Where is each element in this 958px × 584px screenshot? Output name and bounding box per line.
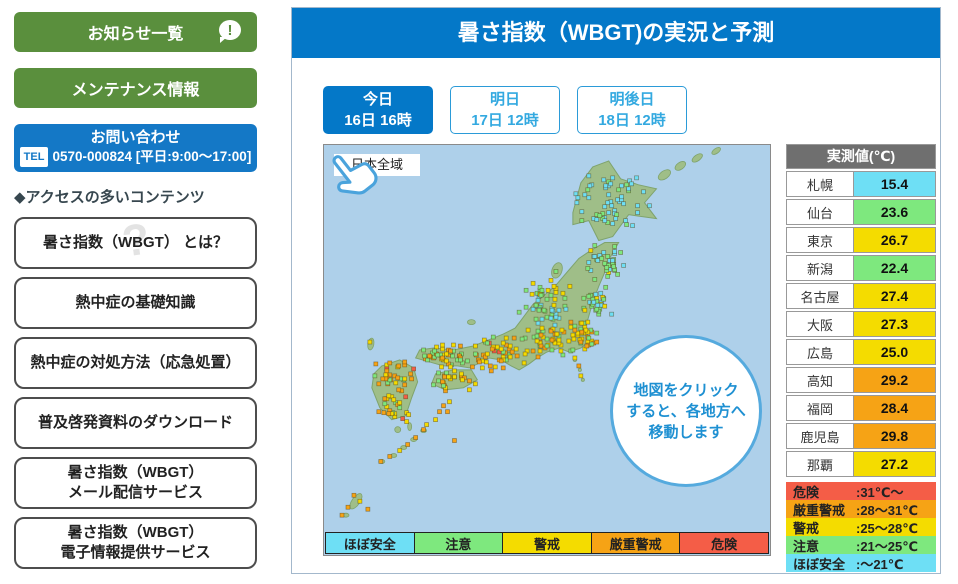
tel-badge-icon: TEL <box>19 147 49 167</box>
city-name: 大阪 <box>806 317 833 333</box>
legend-range: :31℃～ <box>856 484 904 500</box>
city-wbgt-value: 15.4 <box>853 172 935 196</box>
hand-cursor-icon <box>332 155 378 195</box>
scale-segment: 危険 <box>679 532 769 554</box>
sidebar-link-button-1[interactable]: 熱中症の基礎知識 <box>14 277 257 329</box>
contact-title: お問い合わせ <box>90 129 181 146</box>
observation-table: 札幌 15.4 仙台 23.6 東京 26.7 新潟 22.4 名古屋 27.4 大阪 27.3 広島 2… <box>786 171 936 477</box>
sidebar-link-button-3[interactable]: 普及啓発資料のダウンロード <box>14 397 257 449</box>
sidebar-link-label: 暑さ指数（WBGT） とは？ <box>43 233 228 251</box>
tab-today[interactable]: 今日 16日 16時 <box>323 86 433 134</box>
city-name: 仙台 <box>806 205 833 221</box>
alert-icon: ! <box>219 20 241 43</box>
city-name: 東京 <box>806 233 833 249</box>
japan-wbgt-map[interactable]: 日本全域 地図をクリック すると、各地方へ 移動します ほぼ安全 注意 警戒 厳重警戒… <box>323 144 771 556</box>
sidebar-link-label: 電子情報提供サービス <box>60 544 211 561</box>
table-row: 那覇 27.2 <box>786 451 936 477</box>
legend-label: 注意 <box>793 538 820 554</box>
city-wbgt-value: 27.4 <box>853 284 935 308</box>
city-wbgt-value: 29.8 <box>853 424 935 448</box>
table-row: 福岡 28.4 <box>786 395 936 421</box>
map-hint-bubble: 地図をクリック すると、各地方へ 移動します <box>610 335 762 487</box>
scale-segment: ほぼ安全 <box>325 532 415 554</box>
sidebar-link-label: 暑さ指数（WBGT） <box>67 463 204 481</box>
city-name: 那覇 <box>806 457 833 473</box>
sidebar-link-label: 普及啓発資料のダウンロード <box>37 413 233 431</box>
scale-segment: 警戒 <box>502 532 592 554</box>
scale-segment: 注意 <box>413 532 504 554</box>
contact-button[interactable]: お問い合わせ TEL 0570-000824 [平日:9:00～17:00] <box>14 124 257 172</box>
city-name: 名古屋 <box>800 289 840 305</box>
legend-label: ほぼ安全 <box>793 556 846 572</box>
legend-range: :～21℃ <box>856 556 904 572</box>
main-panel: 暑さ指数（WBGT)の実況と予測 今日 16日 16時 明日 17日 12時 明… <box>291 7 941 574</box>
sidebar-link-label: メール配信サービス <box>67 484 203 501</box>
city-wbgt-value: 26.7 <box>853 228 935 252</box>
city-wbgt-value: 22.4 <box>853 256 935 280</box>
page-title: 暑さ指数（WBGT)の実況と予測 <box>292 8 940 58</box>
table-row: 名古屋 27.4 <box>786 283 936 309</box>
sidebar-link-button-4[interactable]: 暑さ指数（WBGT） メール配信サービス <box>14 457 257 509</box>
contact-phone-line: TEL 0570-000824 [平日:9:00～17:00] <box>14 147 257 167</box>
legend-range: :25～28℃ <box>856 520 918 536</box>
forecast-tabs: 今日 16日 16時 明日 17日 12時 明後日 18日 12時 <box>323 86 687 134</box>
maintenance-info-label: メンテナンス情報 <box>71 82 200 99</box>
city-wbgt-value: 28.4 <box>853 396 935 420</box>
legend-row: 危険 :31℃～ <box>786 482 936 500</box>
sidebar-link-label: 熱中症の対処方法（応急処置） <box>30 353 241 371</box>
tab-tomorrow[interactable]: 明日 17日 12時 <box>450 86 560 134</box>
city-name: 福岡 <box>806 401 833 417</box>
city-wbgt-value: 27.3 <box>853 312 935 336</box>
notice-list-button[interactable]: お知らせ一覧 ! <box>14 12 257 52</box>
sidebar-links: ? 暑さ指数（WBGT） とは？ 熱中症の基礎知識熱中症の対処方法（応急処置） 普及啓… <box>14 217 257 569</box>
city-wbgt-value: 27.2 <box>853 452 935 476</box>
legend-range: :28～31℃ <box>856 502 918 518</box>
sidebar-link-label: 熱中症の基礎知識 <box>75 293 196 311</box>
sidebar-link-label: 暑さ指数（WBGT） <box>67 523 204 541</box>
city-name: 高知 <box>806 373 833 389</box>
map-scale-bar: ほぼ安全 注意 警戒 厳重警戒 危険 <box>325 532 769 554</box>
wbgt-legend: 危険:31℃～ 厳重警戒:28～31℃ 警戒:25～28℃ 注意:21～25℃ ほぼ安全… <box>786 482 936 572</box>
city-name: 新潟 <box>806 261 833 277</box>
city-wbgt-value: 25.0 <box>853 340 935 364</box>
map-canvas <box>339 147 721 518</box>
scale-segment: 厳重警戒 <box>590 532 681 554</box>
sidebar-link-button-5[interactable]: 暑さ指数（WBGT） 電子情報提供サービス <box>14 517 257 569</box>
legend-range: :21～25℃ <box>856 538 918 554</box>
legend-label: 厳重警戒 <box>793 502 846 518</box>
city-wbgt-value: 29.2 <box>853 368 935 392</box>
maintenance-info-button[interactable]: メンテナンス情報 <box>14 68 257 108</box>
observation-table-header: 実測値(℃) <box>786 144 936 169</box>
observation-column: 実測値(℃) 札幌 15.4 仙台 23.6 東京 26.7 新潟 22.4 名古屋 27.4 大阪… <box>786 144 936 572</box>
sidebar: お知らせ一覧 ! メンテナンス情報 お問い合わせ TEL 0570-000824 … <box>14 12 257 577</box>
legend-row: 警戒 :25～28℃ <box>786 518 936 536</box>
table-row: 札幌 15.4 <box>786 171 936 197</box>
contact-hours: [平日:9:00～17:00] <box>135 149 252 164</box>
table-row: 大阪 27.3 <box>786 311 936 337</box>
city-name: 札幌 <box>806 177 833 193</box>
city-name: 広島 <box>806 345 833 361</box>
tab-day-after-tomorrow[interactable]: 明後日 18日 12時 <box>577 86 687 134</box>
table-row: 仙台 23.6 <box>786 199 936 225</box>
contact-number: 0570-000824 <box>52 149 133 164</box>
table-row: 鹿児島 29.8 <box>786 423 936 449</box>
legend-label: 危険 <box>793 484 820 500</box>
table-row: 東京 26.7 <box>786 227 936 253</box>
table-row: 高知 29.2 <box>786 367 936 393</box>
notice-list-label: お知らせ一覧 <box>87 26 184 43</box>
sidebar-link-button-2[interactable]: 熱中症の対処方法（応急処置） <box>14 337 257 389</box>
legend-row: ほぼ安全 :～21℃ <box>786 554 936 572</box>
popular-contents-heading: ◆アクセスの多いコンテンツ <box>14 189 205 206</box>
legend-row: 注意 :21～25℃ <box>786 536 936 554</box>
city-wbgt-value: 23.6 <box>853 200 935 224</box>
legend-label: 警戒 <box>793 520 820 536</box>
table-row: 広島 25.0 <box>786 339 936 365</box>
table-row: 新潟 22.4 <box>786 255 936 281</box>
legend-row: 厳重警戒 :28～31℃ <box>786 500 936 518</box>
sidebar-link-button-0[interactable]: ? 暑さ指数（WBGT） とは？ <box>14 217 257 269</box>
city-name: 鹿児島 <box>800 429 840 445</box>
